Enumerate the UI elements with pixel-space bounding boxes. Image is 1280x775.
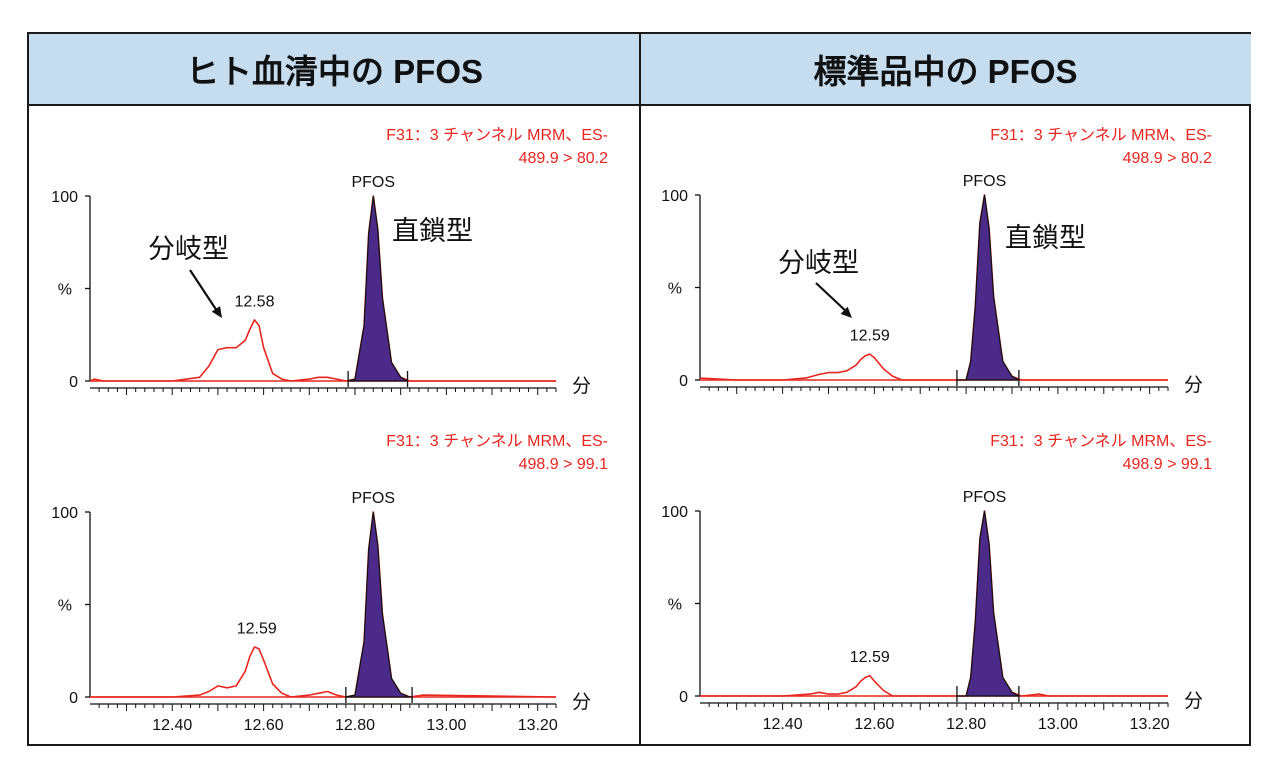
chart-right-bottom-channel-line1: F31：3 チャンネル MRM、ES- [990,432,1212,450]
chart-left-bottom-ytick-label-0: 0 [69,690,78,707]
chart-right-top-trace [699,194,1168,381]
chart-right-top-ytick-label-0: 0 [679,373,688,390]
panel-title-serum: ヒト血清中の PFOS [29,34,640,106]
chart-left-top-branched-annotation: 分岐型 [148,234,229,264]
chart-right-bottom-ytick-label-100: 100 [661,504,688,521]
chart-left-bottom-channel-line1: F31：3 チャンネル MRM、ES- [386,432,608,450]
chart-right-bottom-ytick-label-0: 0 [679,689,688,706]
chart-right-top-ylabel: % [668,281,682,298]
chart-left-bottom-trace [90,511,557,698]
chart-right-top-channel-line2: 498.9 > 80.2 [1123,150,1213,167]
chart-left-top-arrow-head [211,306,222,318]
chart-right-top-rt-label: 12.59 [850,328,890,345]
chart-right-top-ytick-label-100: 100 [661,188,688,205]
chart-left-top-linear-annotation: 直鎖型 [392,216,473,246]
chart-right-bottom-xtick-label: 12.80 [946,716,986,733]
chart-right-bottom-xtick-label: 13.20 [1130,716,1170,733]
chart-left-top-rt-label: 12.58 [234,293,274,310]
chart-left-bottom-ytick-label-100: 100 [51,505,78,522]
figure-frame: ヒト血清中の PFOS 標準品中の PFOS [27,32,1251,746]
chart-left-bottom-channel-line2: 498.9 > 99.1 [519,456,609,473]
chart-right-top-peak-label: PFOS [963,173,1007,190]
chart-right-top-linear-annotation: 直鎖型 [1005,223,1086,253]
chart-right-bottom-peak-label: PFOS [963,489,1007,506]
chart-right-bottom-xtick-label: 12.60 [854,716,894,733]
chart-right-bottom-channel-line2: 498.9 > 99.1 [1123,456,1213,473]
chart-left-top-ytick-label-100: 100 [51,189,78,206]
chart-left-top-peak-label: PFOS [351,174,395,191]
chart-left-bottom-xtick-label: 13.20 [518,717,558,734]
panel-divider [639,34,641,744]
panel-title-standard: 標準品中の PFOS [640,34,1251,106]
chart-left-bottom-xtick-label: 12.80 [335,717,375,734]
chart-right-bottom-ylabel: % [668,597,682,614]
chart-right-bottom-xtick-label: 12.40 [763,716,803,733]
chart-left-bottom-pfos-peak [345,511,413,698]
chart-right-top-pfos-peak [956,194,1020,381]
chart-left-bottom-rt-label: 12.59 [237,621,277,638]
chart-left-top-ytick-label-0: 0 [69,374,78,391]
chart-right-bottom-rt-label: 12.59 [850,649,890,666]
chart-left-bottom-xtick-label: 12.40 [152,717,192,734]
chart-left-bottom-xtick-label: 13.00 [426,717,466,734]
chart-left-top-channel-line2: 489.9 > 80.2 [519,150,609,167]
chart-right-top-arrow-shaft [815,282,850,315]
chart-right-top-xunit: 分 [1184,374,1203,396]
chart-right-top-branched-annotation: 分岐型 [778,248,859,278]
chart-left-bottom-ylabel: % [58,598,72,615]
chart-right-top-channel-line1: F31：3 チャンネル MRM、ES- [990,126,1212,144]
chart-right-bottom-pfos-peak [956,510,1020,697]
chart-left-top-pfos-peak [347,195,408,382]
chart-left-bottom-xtick-label: 12.60 [244,717,284,734]
chart-left-top-trace [89,195,556,382]
chart-right-bottom-xtick-label: 13.00 [1038,716,1078,733]
chart-right-bottom-xunit: 分 [1184,690,1203,712]
chart-left-top-channel-line1: F31：3 チャンネル MRM、ES- [386,126,608,144]
chart-right-bottom-trace [700,510,1168,697]
chart-left-bottom-peak-label: PFOS [351,490,395,507]
chart-left-bottom-xunit: 分 [572,691,591,713]
chart-left-top-xunit: 分 [572,375,591,397]
chart-left-top-arrow-shaft [189,269,220,315]
chart-right-top-arrow-head [840,306,852,318]
chart-left-top-ylabel: % [58,282,72,299]
